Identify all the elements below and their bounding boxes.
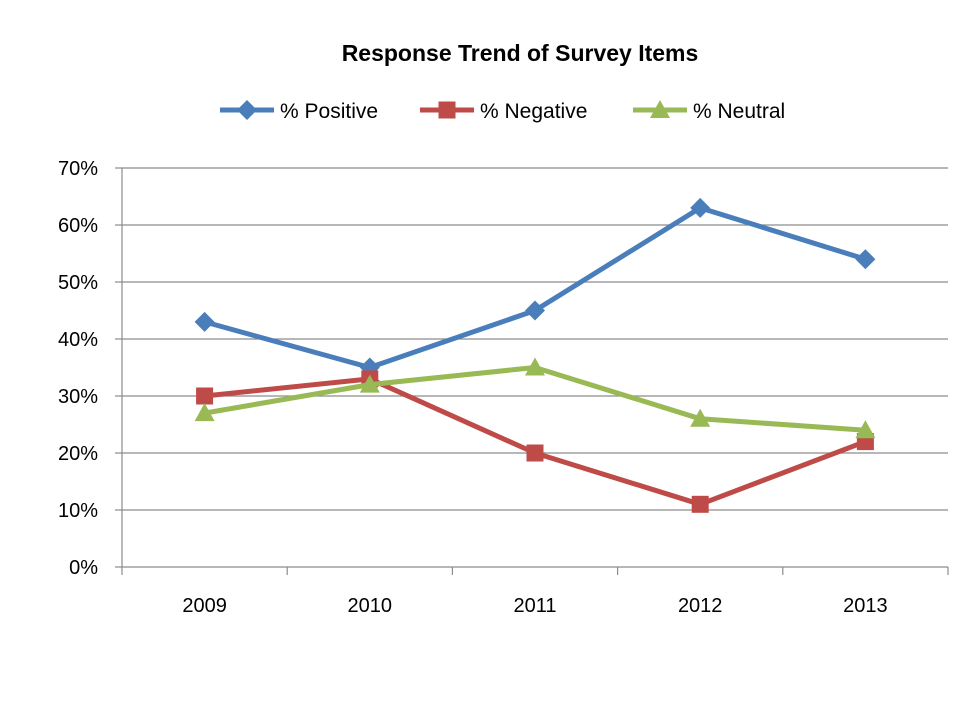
legend-item-3: % Neutral [633,100,785,123]
y-tick-label: 50% [58,272,98,294]
y-tick-label: 40% [58,329,98,351]
x-tick-label: 2009 [182,595,227,617]
y-tick-label: 0% [69,557,98,579]
data-point [196,387,214,405]
x-tick-label: 2010 [348,595,393,617]
y-tick-label: 70% [58,158,98,180]
data-point [855,249,876,270]
legend-label: % Positive [280,100,378,123]
data-point [525,357,545,376]
legend-item-1: % Positive [220,100,378,123]
data-point [194,403,215,422]
x-tick-label: 2013 [843,595,888,617]
data-point [690,408,711,427]
series-line [203,205,867,370]
legend-label: % Negative [480,100,587,123]
legend: % Positive % Negative % Neutral [220,100,785,123]
axes: 0% 10% 20% 30% 40% 50% 60% 70% 2009 2010 2011 2012 2… [58,158,949,617]
series-2 [196,370,874,513]
x-tick-label: 2011 [513,595,556,617]
y-tick-label: 60% [58,215,98,237]
legend-marker [650,100,670,118]
y-tick-label: 10% [58,500,98,522]
legend-marker [237,100,257,120]
data-point [690,197,711,218]
legend-marker [438,101,456,119]
series-line [204,365,866,433]
legend-item-2: % Negative [420,100,587,123]
y-tick-label: 20% [58,443,98,465]
data-point [359,374,380,393]
x-tick-label: 2012 [678,595,723,617]
y-tick-label: 30% [58,386,98,408]
data-point [855,420,876,439]
data-point [194,311,215,332]
data-point [691,495,709,513]
series-layer [194,197,876,513]
series-3 [194,357,876,439]
chart-title: Response Trend of Survey Items [341,40,699,66]
legend-label: % Neutral [693,100,785,123]
data-point [526,444,544,462]
data-point [525,300,545,321]
